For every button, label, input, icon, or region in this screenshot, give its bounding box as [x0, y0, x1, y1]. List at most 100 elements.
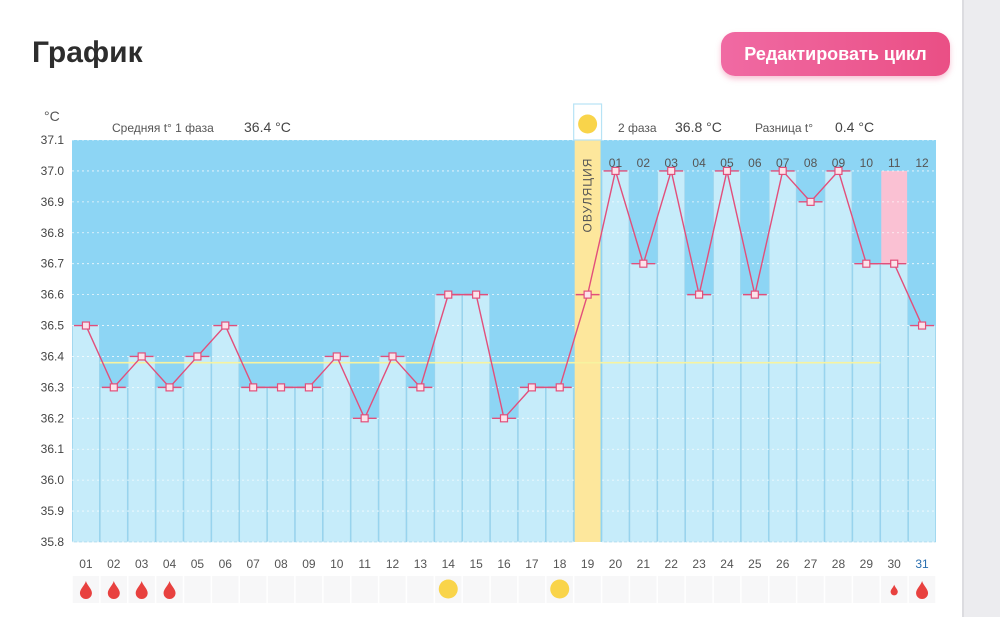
- data-point-day-12: [388, 352, 397, 361]
- y-tick-label: 36.2: [41, 411, 65, 425]
- edit-cycle-button[interactable]: Редактировать цикл: [721, 32, 950, 76]
- data-point-day-14: [444, 290, 453, 299]
- data-point-day-13: [416, 383, 425, 392]
- sun-icon: [578, 114, 598, 134]
- x-tick-label: 15: [469, 557, 483, 571]
- y-tick-label: 36.0: [41, 473, 65, 487]
- data-point-day-06: [221, 321, 230, 330]
- data-point-day-17: [527, 383, 536, 392]
- sun-icon: [438, 579, 458, 599]
- bar-day-11: [350, 418, 379, 543]
- x-tick-label: 07: [246, 557, 260, 571]
- bar-day-20: [601, 170, 630, 543]
- phase2-day-label: 06: [748, 156, 762, 170]
- scroll-panel-edge: [962, 0, 1000, 617]
- data-point-day-30: [890, 259, 899, 268]
- sun-icon: [550, 579, 570, 599]
- y-tick-label: 36.9: [41, 195, 65, 209]
- x-axis-ticks: 01 02 03 04 05 06 07 08 09 10 11 12 13 14 15 16 17 18 19 20…: [79, 557, 929, 571]
- bar-day-21: [629, 263, 658, 543]
- bar-day-30: [880, 263, 908, 543]
- bar-day-07: [239, 387, 267, 543]
- bar-day-02: [100, 387, 128, 543]
- bar-day-31: [908, 325, 936, 543]
- blood-drop-icon: [107, 581, 120, 599]
- data-point-day-11: [360, 414, 369, 423]
- data-point-day-29: [862, 259, 871, 268]
- data-point-day-20: [611, 166, 620, 176]
- y-axis-ticks: 37.1 37.0 36.9 36.8 36.7 36.6 36.5 36.4 36.3 36.2…: [41, 133, 65, 549]
- data-point-day-15: [472, 290, 481, 299]
- data-point-day-16: [499, 414, 509, 423]
- bar-day-13: [406, 387, 435, 543]
- x-tick-label: 13: [414, 557, 428, 571]
- bar-day-18: [546, 387, 574, 543]
- phase2-day-label: 01: [609, 156, 623, 170]
- x-tick-label: 27: [804, 557, 818, 571]
- marker-strip: [72, 576, 936, 603]
- data-point-day-10: [332, 352, 341, 361]
- data-point-day-23: [694, 290, 704, 299]
- data-point-day-03: [137, 352, 146, 361]
- x-tick-label: 14: [442, 557, 456, 571]
- phase2-value: 36.8 °C: [675, 119, 722, 135]
- data-point-day-27: [806, 197, 815, 206]
- phase2-day-label: 08: [804, 156, 818, 170]
- x-tick-label: 06: [219, 557, 233, 571]
- x-tick-label: 09: [302, 557, 316, 571]
- data-point-day-21: [639, 259, 648, 268]
- x-tick-label: 28: [832, 557, 846, 571]
- data-point-day-07: [249, 383, 258, 392]
- data-point-day-22: [667, 166, 676, 176]
- y-tick-label: 36.5: [41, 319, 65, 333]
- data-point-day-25: [750, 290, 759, 299]
- x-tick-label: 23: [692, 557, 706, 571]
- x-tick-label: 29: [860, 557, 874, 571]
- x-tick-label: 11: [358, 557, 371, 571]
- y-tick-label: 36.8: [41, 226, 65, 240]
- highlight-bar-day-30: [881, 170, 908, 264]
- blood-drop-icon: [79, 581, 92, 599]
- data-point-day-02: [109, 383, 118, 392]
- bar-day-15: [462, 294, 490, 543]
- phase2-day-labels: 01 02 03 04 05 06 07 08 09 10 11 12: [609, 156, 929, 170]
- difference-label: Разница t°: [755, 121, 813, 135]
- panel-divider: [962, 0, 964, 617]
- ovulation-band: [574, 140, 601, 542]
- bar-day-04: [155, 387, 184, 543]
- data-point-day-31: [917, 321, 927, 330]
- phase1-value: 36.4 °C: [244, 119, 291, 135]
- data-point-day-18: [555, 383, 564, 392]
- phase2-day-label: 02: [637, 156, 651, 170]
- bar-day-25: [741, 294, 769, 543]
- x-tick-label: 16: [497, 557, 511, 571]
- x-tick-label: 30: [888, 557, 902, 571]
- phase2-day-label: 12: [915, 156, 929, 170]
- y-tick-label: 35.9: [41, 504, 65, 518]
- x-tick-label: 17: [525, 557, 539, 571]
- bar-day-27: [796, 201, 825, 543]
- phase2-day-label: 09: [832, 156, 846, 170]
- data-point-day-01: [81, 321, 91, 330]
- phase2-label: 2 фаза: [618, 121, 657, 135]
- y-tick-label: 36.6: [41, 288, 65, 302]
- bar-day-06: [211, 325, 240, 543]
- x-tick-label: 08: [274, 557, 288, 571]
- x-tick-label: 10: [330, 557, 344, 571]
- x-tick-label: 18: [553, 557, 567, 571]
- x-tick-label: 24: [720, 557, 734, 571]
- bar-day-22: [657, 170, 685, 543]
- y-tick-label: 37.0: [41, 164, 65, 178]
- x-tick-label: 19: [581, 557, 595, 571]
- y-tick-label: 36.1: [41, 442, 65, 456]
- bar-day-08: [267, 387, 295, 543]
- temperature-line: [74, 166, 934, 423]
- bar-day-01: [72, 325, 100, 543]
- x-tick-label: 25: [748, 557, 762, 571]
- blood-drop-icon: [135, 581, 148, 599]
- chart-gridlines: [72, 139, 936, 543]
- phase2-day-label: 04: [692, 156, 706, 170]
- data-point-day-09: [304, 383, 314, 392]
- x-tick-label: 20: [609, 557, 623, 571]
